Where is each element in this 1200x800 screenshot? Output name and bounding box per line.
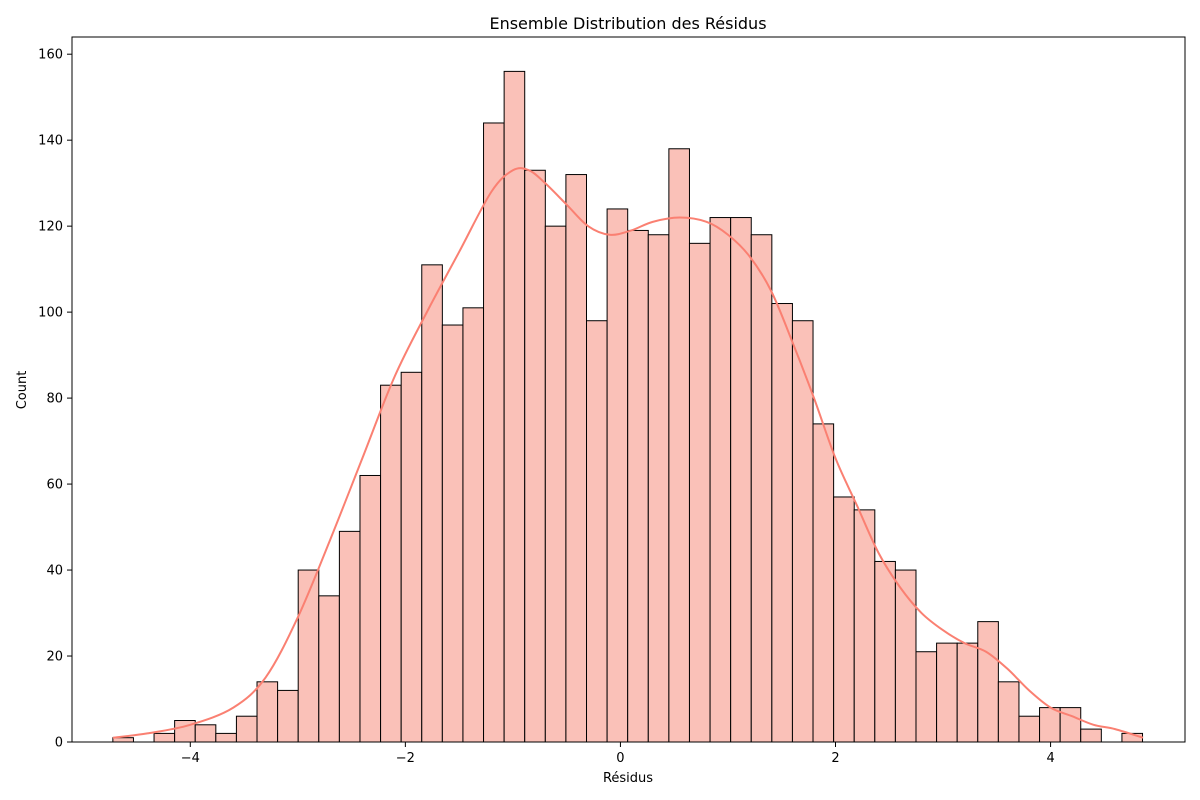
histogram-bar [586,320,608,743]
histogram-bar [483,122,505,743]
y-axis-label: Count [15,371,30,410]
histogram-bars [112,70,1144,743]
x-tick-label: −2 [396,751,415,766]
histogram-bar [1039,707,1061,743]
histogram-bar [297,569,320,743]
y-tick-label: 100 [38,306,63,321]
x-tick-label: 4 [1046,751,1054,766]
histogram-bar [812,423,835,743]
y-axis-ticks: 0 20 40 60 80 100 120 140 160 [38,48,72,751]
histogram-bar [338,530,361,743]
y-tick-label: 140 [38,134,63,149]
y-tick-label: 60 [46,478,63,493]
y-tick-label: 20 [46,650,63,665]
histogram-bar [400,371,423,743]
histogram-bar [318,595,340,743]
histogram-bar [791,320,814,743]
histogram-bar [853,509,876,743]
histogram-bar [915,651,938,743]
histogram-bar [194,724,217,743]
histogram-bar [153,732,176,743]
histogram-bar [441,324,464,743]
histogram-bar [874,560,896,743]
histogram-bar [936,642,958,743]
histogram-bar [833,496,855,743]
histogram-bar [627,229,649,743]
y-tick-label: 40 [46,564,63,579]
histogram-bar [421,264,443,743]
x-tick-label: 0 [616,751,624,766]
x-tick-label: −4 [181,751,200,766]
kde-curve-group [112,167,1144,739]
histogram-bar [524,169,546,743]
y-tick-label: 0 [55,736,63,751]
histogram-bar [380,384,402,743]
histogram-bar [359,474,382,743]
histogram-bar [462,307,485,743]
y-tick-label: 80 [46,392,63,407]
histogram-bar [606,208,629,743]
histogram-bar [688,242,711,743]
histogram-bar [668,148,690,743]
y-tick-label: 160 [38,48,63,63]
histogram-bar [544,225,567,743]
histogram-bar [256,681,279,743]
histogram-bar [235,715,258,743]
x-axis-label: Résidus [603,771,653,786]
histogram-bar [750,234,773,743]
chart-title: Ensemble Distribution des Résidus [489,14,766,33]
histogram-bar [647,234,670,743]
histogram-bar [956,642,979,743]
kde-curve [112,167,1144,739]
histogram-bar [977,621,999,743]
histogram-bar [1080,728,1102,743]
histogram-bar [277,689,299,743]
x-axis-ticks: −4 −2 0 2 4 [181,742,1055,766]
histogram-bar [709,217,732,743]
histogram-bar [1018,715,1041,743]
plot-area-frame [71,36,1186,743]
x-tick-label: 2 [831,751,839,766]
histogram-bar [565,174,587,743]
histogram-bar [997,681,1020,743]
histogram-bar [771,303,793,743]
histogram-bar [503,70,526,743]
y-tick-label: 120 [38,220,63,235]
histogram-bar [215,732,237,743]
histogram-bar [730,217,752,743]
